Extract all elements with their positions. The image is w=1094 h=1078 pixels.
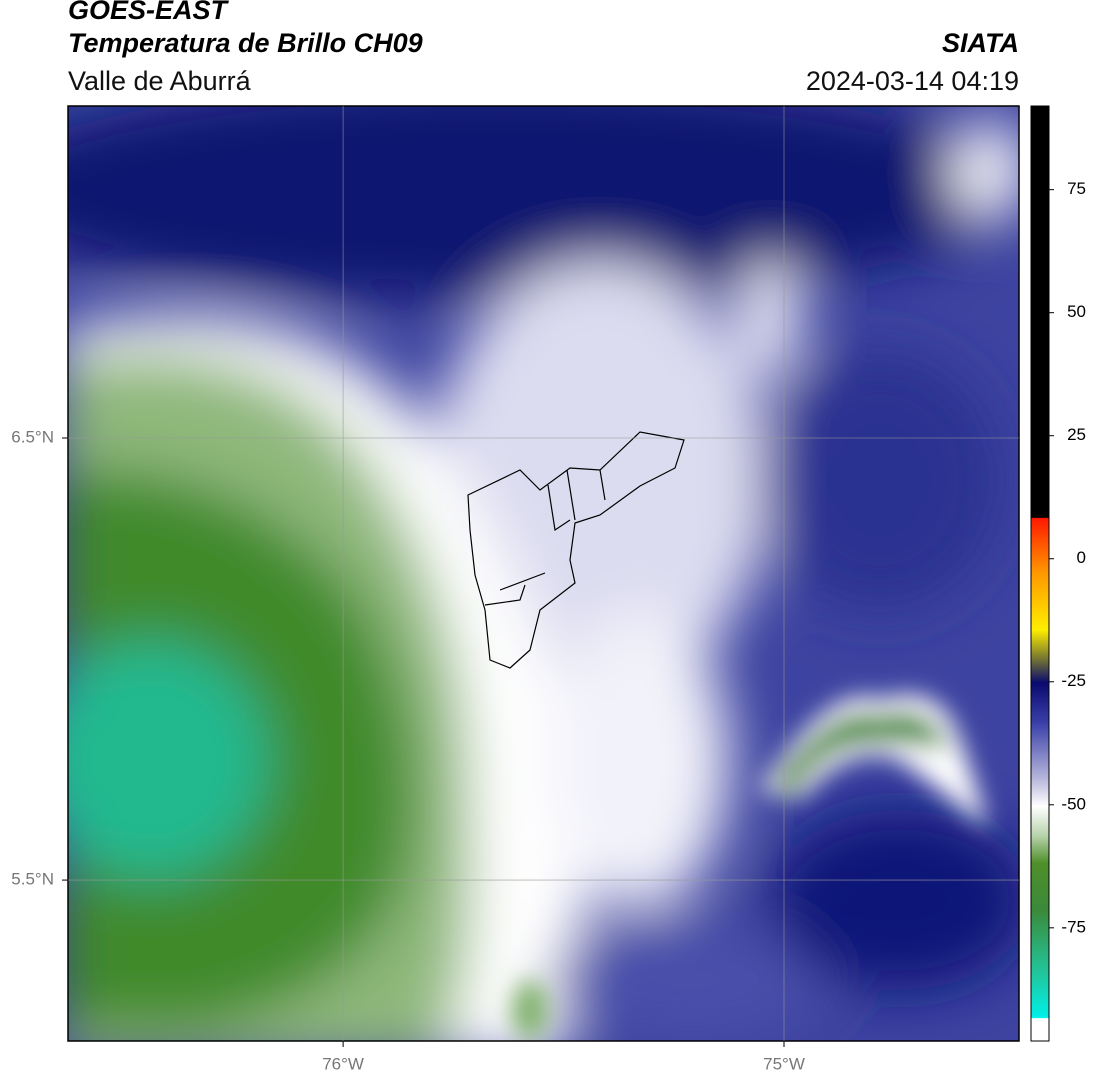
region: Valle de Aburrá: [68, 66, 252, 96]
y-tick-label: 5.5°N: [11, 870, 54, 889]
y-tick-label: 6.5°N: [11, 427, 54, 446]
colorbar-tick-label: 25: [1067, 425, 1086, 444]
source: SIATA: [942, 28, 1019, 58]
title: GOES-EAST: [68, 0, 230, 25]
colorbar-tick-label: -75: [1061, 917, 1086, 936]
colorbar-tick-label: -25: [1061, 671, 1086, 690]
colorbar-tick-label: 50: [1067, 302, 1086, 321]
colorbar-tick-label: -50: [1061, 794, 1086, 813]
map-frame: [67, 105, 1020, 1042]
colorbar-tick-label: 0: [1077, 548, 1086, 567]
satellite-image: [68, 106, 1019, 1041]
x-tick-label: 76°W: [322, 1054, 364, 1073]
subtitle: Temperatura de Brillo CH09: [68, 28, 423, 58]
x-tick-label: 75°W: [763, 1054, 805, 1073]
datetime: 2024-03-14 04:19: [806, 66, 1019, 96]
colorbar: [1030, 105, 1050, 1042]
colorbar-tick-label: 75: [1067, 179, 1086, 198]
